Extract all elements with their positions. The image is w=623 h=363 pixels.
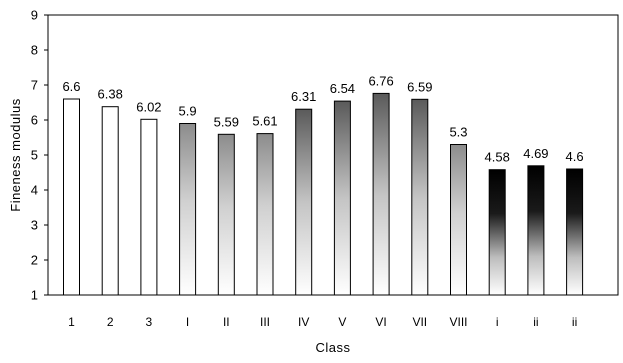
y-tick-label: 9	[31, 8, 38, 23]
x-tick-label: 2	[107, 315, 114, 329]
bar-value-label: 5.59	[214, 114, 239, 129]
bar-value-label: 5.61	[252, 114, 277, 129]
bar-value-label: 5.9	[179, 104, 197, 119]
bar	[411, 98, 429, 296]
x-tick-label: V	[338, 315, 346, 329]
bar-value-label: 5.3	[449, 125, 467, 140]
bar-value-label: 6.02	[136, 99, 161, 114]
bar	[295, 108, 313, 296]
x-tick-label: VIII	[449, 315, 467, 329]
y-tick-label: 6	[31, 113, 38, 128]
bar-value-label: 6.38	[98, 87, 123, 102]
bar	[488, 169, 506, 296]
bar	[372, 92, 390, 296]
x-axis-title: Class	[315, 340, 350, 355]
bar	[179, 123, 197, 296]
x-tick-label: IV	[298, 315, 309, 329]
y-axis: 1 2 3 4 5 6 7 8 9	[31, 8, 48, 303]
x-tick-label: ii	[533, 315, 538, 329]
bar	[566, 168, 584, 296]
bar-value-label: 4.6	[566, 149, 584, 164]
bar	[140, 118, 158, 296]
bar	[256, 133, 274, 296]
bar-value-label: 6.6	[62, 79, 80, 94]
x-tick-label: II	[223, 315, 230, 329]
x-tick-label: VI	[375, 315, 386, 329]
bar	[217, 133, 235, 296]
y-tick-label: 8	[31, 43, 38, 58]
x-tick-label: 3	[146, 315, 153, 329]
data-labels: 6.6 6.38 6.02 5.9 5.59 5.61 6.31 6.54 6.76 6.59 5.…	[62, 73, 583, 164]
y-tick-label: 7	[31, 78, 38, 93]
x-axis: 1 2 3 I II III IV V VI VII VIII i ii ii	[68, 315, 577, 329]
bar-value-label: 6.54	[330, 81, 355, 96]
x-tick-label: 1	[68, 315, 75, 329]
y-tick-label: 4	[31, 183, 38, 198]
bar	[527, 165, 545, 296]
y-tick-label: 3	[31, 218, 38, 233]
x-tick-label: I	[186, 315, 189, 329]
bar	[333, 100, 351, 296]
bar-value-label: 4.69	[523, 146, 548, 161]
bar	[63, 98, 80, 296]
bar-value-label: 4.58	[485, 150, 510, 165]
y-tick-label: 2	[31, 253, 38, 268]
bar-value-label: 6.59	[407, 79, 432, 94]
x-tick-label: ii	[572, 315, 577, 329]
x-tick-label: III	[260, 315, 270, 329]
bar	[450, 144, 467, 296]
y-axis-title: Fineness modulus	[8, 98, 23, 212]
bar-series	[63, 92, 584, 296]
bar-value-label: 6.31	[291, 89, 316, 104]
x-tick-label: i	[496, 315, 499, 329]
x-tick-label: VII	[412, 315, 427, 329]
y-tick-label: 5	[31, 148, 38, 163]
bar	[101, 106, 119, 296]
bar-value-label: 6.76	[368, 73, 393, 88]
y-tick-label: 1	[31, 288, 38, 303]
